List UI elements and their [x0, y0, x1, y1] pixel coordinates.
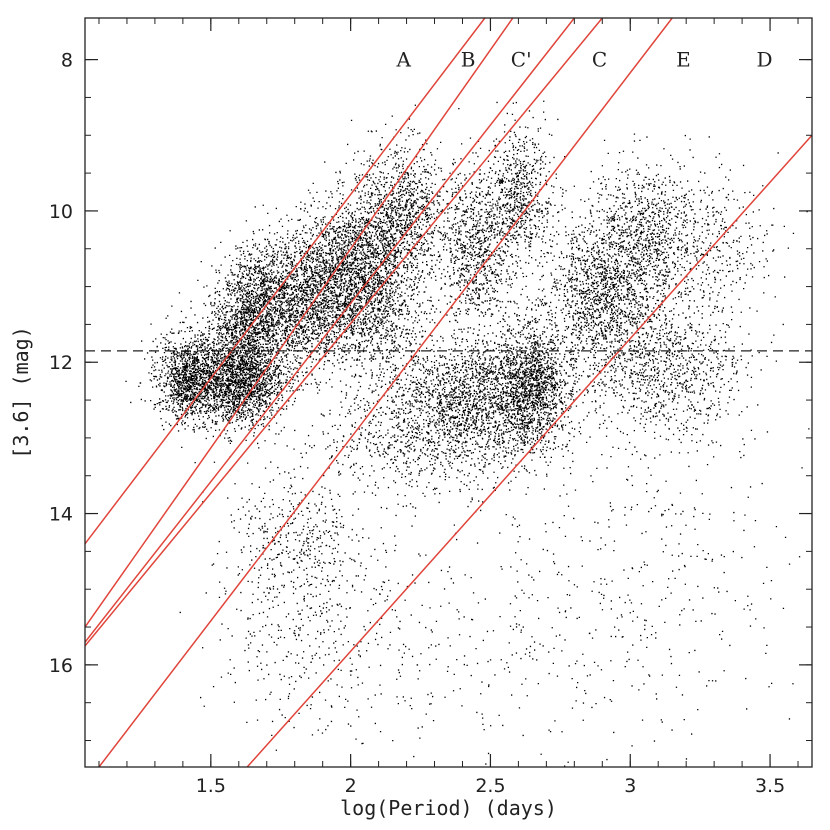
plot-frame — [84, 17, 813, 768]
x-tick-label: 2 — [345, 775, 357, 797]
y-tick-label: 10 — [49, 201, 73, 223]
boundary-line-1 — [85, 18, 486, 545]
x-axis-title: log(Period) (days) — [340, 796, 557, 820]
y-axis-title: [3.6] (mag) — [9, 326, 33, 458]
sequence-label: A — [396, 48, 412, 72]
boundary-line-5 — [98, 18, 673, 767]
x-tick-label: 1.5 — [196, 775, 226, 797]
sequence-label: C — [592, 48, 607, 72]
sequence-label: B — [461, 48, 476, 72]
y-tick-label: 12 — [49, 352, 73, 374]
sequence-label: E — [676, 48, 691, 72]
scatter-points — [125, 100, 810, 767]
y-tick-label: 8 — [61, 50, 73, 72]
axes: 1.5 2 2.5 3 3.5 8 10 12 14 16 — [49, 17, 813, 797]
boundary-line-4 — [85, 18, 603, 647]
x-tick-label: 3.5 — [755, 775, 785, 797]
sequence-label: C' — [511, 48, 532, 72]
x-tick-label: 2.5 — [475, 775, 505, 797]
y-tick-label: 14 — [49, 504, 73, 526]
boundary-line-6 — [246, 134, 812, 767]
boundary-line-2 — [85, 18, 514, 628]
sequence-label: D — [756, 48, 772, 72]
sequence-labels: A B C' C E D — [396, 48, 773, 72]
y-tick-label: 16 — [49, 655, 73, 677]
sequence-boundary-lines — [85, 18, 812, 767]
data-points — [125, 100, 810, 767]
x-tick-label: 3 — [624, 775, 636, 797]
boundary-line-3 — [85, 18, 575, 643]
